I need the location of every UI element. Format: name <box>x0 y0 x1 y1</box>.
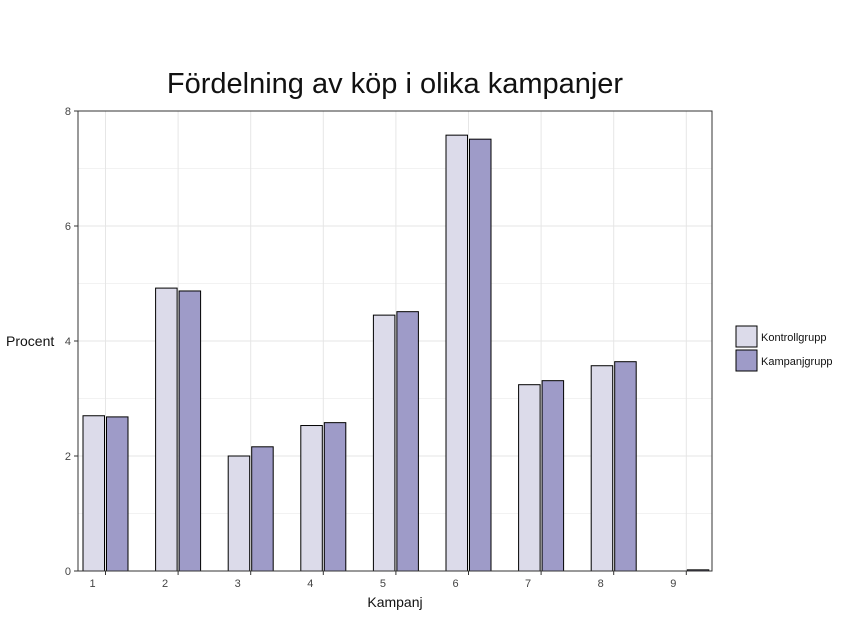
bar-kontrollgrupp-5 <box>372 314 396 572</box>
bar-kampanjgrupp-8 <box>614 361 637 572</box>
x-tick-label: 4 <box>307 578 313 590</box>
bar-kampanjgrupp-4 <box>323 422 347 572</box>
x-tick-label: 3 <box>235 578 241 590</box>
y-tick-label: 2 <box>65 451 71 463</box>
legend-swatch-kampanjgrupp <box>735 349 758 372</box>
legend-swatch-kontrollgrupp <box>735 325 758 348</box>
x-tick-label: 1 <box>89 578 95 590</box>
bars <box>82 134 710 572</box>
y-tick-label: 4 <box>65 336 71 348</box>
bar-kampanjgrupp-7 <box>541 380 565 572</box>
y-tick-label: 8 <box>65 106 71 118</box>
y-tick-label: 0 <box>65 566 71 578</box>
bar-kontrollgrupp-7 <box>518 384 541 572</box>
y-axis-label: Procent <box>6 333 54 349</box>
bar-kontrollgrupp-8 <box>590 365 614 572</box>
x-tick-label: 8 <box>598 578 604 590</box>
legend: Kontrollgrupp Kampanjgrupp <box>735 325 833 372</box>
legend-label-kontrollgrupp: Kontrollgrupp <box>761 332 826 344</box>
bar-kontrollgrupp-1 <box>82 415 105 572</box>
bar-kontrollgrupp-2 <box>155 287 178 572</box>
bar-kampanjgrupp-2 <box>178 290 202 572</box>
bar-kampanjgrupp-1 <box>106 416 129 572</box>
x-tick-label: 5 <box>380 578 386 590</box>
bar-kampanjgrupp-6 <box>469 138 492 572</box>
bar-kontrollgrupp-6 <box>445 134 468 572</box>
bar-kontrollgrupp-4 <box>300 425 323 572</box>
x-tick-label: 9 <box>670 578 676 590</box>
y-tick-label: 6 <box>65 221 71 233</box>
x-axis-ticks: 1 2 3 4 5 6 7 8 9 <box>89 571 687 590</box>
y-axis-ticks: 0 2 4 6 8 <box>65 106 78 578</box>
x-tick-label: 6 <box>452 578 458 590</box>
bar-kontrollgrupp-3 <box>227 455 251 572</box>
legend-label-kampanjgrupp: Kampanjgrupp <box>761 356 833 368</box>
bar-kampanjgrupp-5 <box>396 311 419 572</box>
bar-kampanjgrupp-3 <box>251 446 274 572</box>
x-axis-label: Kampanj <box>367 594 422 610</box>
x-tick-label: 7 <box>525 578 531 590</box>
chart-title: Fördelning av köp i olika kampanjer <box>167 68 624 100</box>
x-tick-label: 2 <box>162 578 168 590</box>
